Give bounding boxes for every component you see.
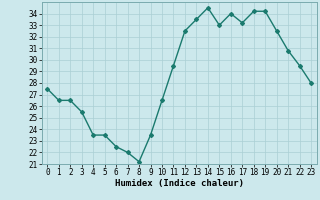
X-axis label: Humidex (Indice chaleur): Humidex (Indice chaleur) — [115, 179, 244, 188]
